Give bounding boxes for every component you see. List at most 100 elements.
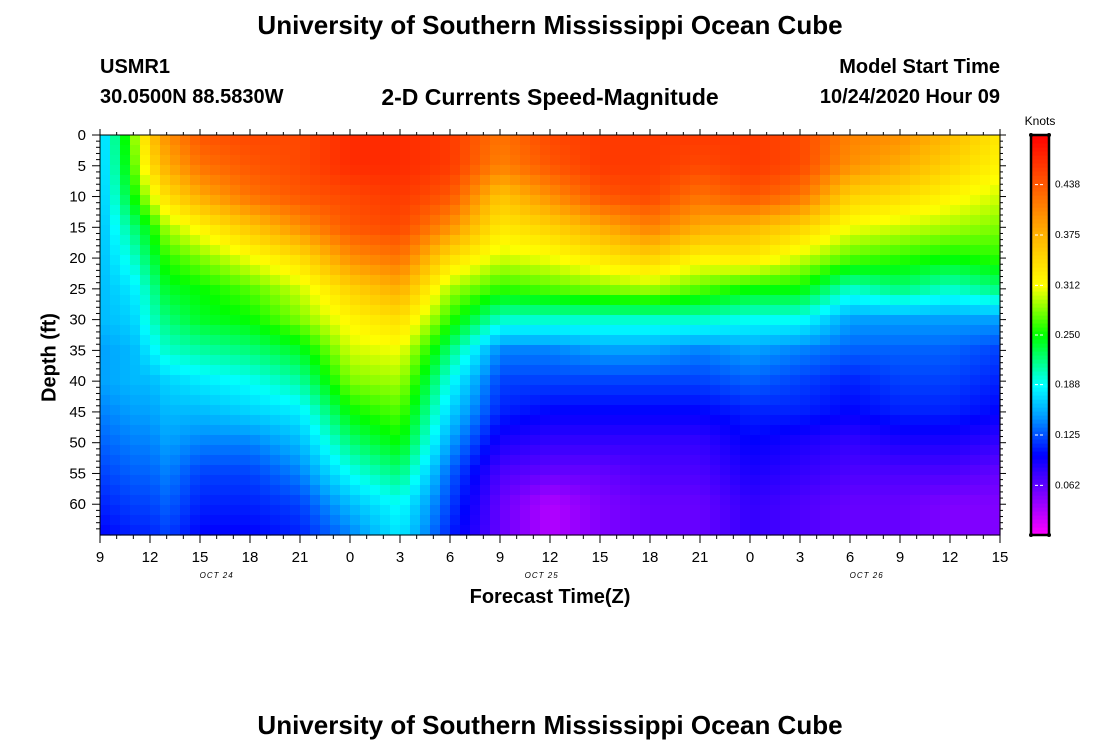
heatmap-cell <box>730 285 741 296</box>
heatmap-cell <box>850 345 861 356</box>
heatmap-cell <box>930 345 941 356</box>
heatmap-cell <box>940 155 951 166</box>
heatmap-cell <box>810 525 821 536</box>
heatmap-cell <box>780 135 791 146</box>
heatmap-cell <box>960 175 971 186</box>
heatmap-cell <box>910 395 921 406</box>
heatmap-cell <box>690 245 701 256</box>
heatmap-cell <box>920 145 931 156</box>
x-tick-label: 3 <box>396 549 404 566</box>
heatmap-cell <box>480 345 491 356</box>
heatmap-cell <box>550 235 561 246</box>
heatmap-cell <box>340 485 351 496</box>
x-tick-label: 12 <box>942 549 959 566</box>
heatmap-cell <box>160 295 171 306</box>
colorbar-segment <box>1031 299 1049 304</box>
heatmap-cell <box>760 455 771 466</box>
heatmap-cell <box>280 275 291 286</box>
heatmap-cell <box>110 475 121 486</box>
heatmap-cell <box>640 275 651 286</box>
heatmap-cell <box>620 155 631 166</box>
heatmap-cell <box>460 445 471 456</box>
heatmap-cell <box>440 345 451 356</box>
heatmap-cell <box>430 155 441 166</box>
heatmap-cell <box>650 155 661 166</box>
heatmap-cell <box>560 435 571 446</box>
heatmap-cell <box>810 425 821 436</box>
heatmap-cell <box>410 395 421 406</box>
heatmap-cell <box>500 195 511 206</box>
heatmap-cell <box>640 165 651 176</box>
heatmap-cell <box>390 135 401 146</box>
heatmap-cell <box>850 255 861 266</box>
heatmap-cell <box>540 355 551 366</box>
heatmap-cell <box>410 215 421 226</box>
heatmap-cell <box>550 205 561 216</box>
heatmap-cell <box>690 405 701 416</box>
heatmap-cell <box>600 455 611 466</box>
heatmap-cell <box>600 225 611 236</box>
heatmap-cell <box>500 205 511 216</box>
heatmap-cell <box>650 465 661 476</box>
heatmap-cell <box>590 475 601 486</box>
heatmap-cell <box>220 135 231 146</box>
heatmap-cell <box>960 165 971 176</box>
heatmap-cell <box>230 215 241 226</box>
heatmap-cell <box>270 205 281 216</box>
heatmap-cell <box>810 185 821 196</box>
heatmap-cell <box>120 215 131 226</box>
heatmap-cell <box>160 435 171 446</box>
heatmap-cell <box>720 235 731 246</box>
heatmap-cell <box>560 205 571 216</box>
heatmap-cell <box>800 265 811 276</box>
heatmap-cell <box>100 175 111 186</box>
heatmap-cell <box>260 195 271 206</box>
heatmap-cell <box>500 275 511 286</box>
heatmap-cell <box>560 145 571 156</box>
heatmap-cell <box>360 325 371 336</box>
heatmap-cell <box>580 475 591 486</box>
heatmap-cell <box>790 445 801 456</box>
heatmap-cell <box>550 275 561 286</box>
heatmap-cell <box>900 145 911 156</box>
heatmap-cell <box>940 165 951 176</box>
heatmap-cell <box>550 515 561 526</box>
heatmap-cell <box>300 185 311 196</box>
heatmap-cell <box>300 275 311 286</box>
heatmap-cell <box>980 315 991 326</box>
heatmap-cell <box>710 195 721 206</box>
heatmap-cell <box>870 135 881 146</box>
heatmap-cell <box>580 165 591 176</box>
heatmap-cell <box>580 425 591 436</box>
heatmap-cell <box>460 435 471 446</box>
heatmap-cell <box>180 225 191 236</box>
x-tick-label: 3 <box>796 549 804 566</box>
heatmap-cell <box>340 285 351 296</box>
heatmap-cell <box>140 295 151 306</box>
heatmap-cell <box>130 435 141 446</box>
colorbar-segment <box>1031 423 1049 428</box>
heatmap-cell <box>210 325 221 336</box>
heatmap-cell <box>970 315 981 326</box>
heatmap-cell <box>210 435 221 446</box>
heatmap-cell <box>210 185 221 196</box>
heatmap-cell <box>780 275 791 286</box>
heatmap-cell <box>520 475 531 486</box>
heatmap-cell <box>540 505 551 516</box>
heatmap-cell <box>970 435 981 446</box>
heatmap-cell <box>240 205 251 216</box>
heatmap-cell <box>620 265 631 276</box>
heatmap-cell <box>620 365 631 376</box>
heatmap-cell <box>970 405 981 416</box>
heatmap-cell <box>930 315 941 326</box>
heatmap-cell <box>810 195 821 206</box>
heatmap-cell <box>410 495 421 506</box>
heatmap-cell <box>390 215 401 226</box>
heatmap-cell <box>270 415 281 426</box>
heatmap-cell <box>720 185 731 196</box>
heatmap-cell <box>420 365 431 376</box>
heatmap-cell <box>300 175 311 186</box>
heatmap-cell <box>200 145 211 156</box>
heatmap-cell <box>510 325 521 336</box>
heatmap-cell <box>860 285 871 296</box>
